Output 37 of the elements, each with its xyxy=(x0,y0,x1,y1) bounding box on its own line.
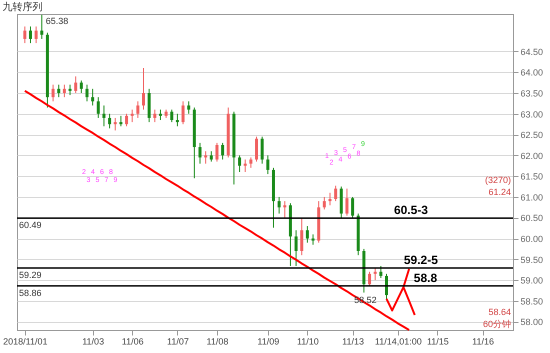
y-tick-label: 62.00 xyxy=(520,150,544,161)
y-tick-label: 64.50 xyxy=(520,46,544,57)
y-tick-label: 58.50 xyxy=(520,296,544,306)
annotation: 59.2-5 xyxy=(404,253,438,268)
y-tick-label: 59.50 xyxy=(520,254,544,265)
y-tick-label: 61.50 xyxy=(520,172,544,182)
y-tick-label: 64.00 xyxy=(520,68,544,78)
ref-line-label: 59.29 xyxy=(19,270,42,280)
annotation: 60.5-3 xyxy=(394,203,428,218)
x-tick-label: 11/14,01:00 xyxy=(374,336,422,346)
x-tick-label: 11/03 xyxy=(82,336,104,346)
ref-line-label: 60.49 xyxy=(19,220,42,230)
x-tick-label: 11/08 xyxy=(206,336,228,346)
y-tick-label: 60.00 xyxy=(520,234,544,244)
y-tick-label: 63.00 xyxy=(520,109,544,120)
ref-line-label: 58.86 xyxy=(19,288,42,298)
x-tick-label: 11/06 xyxy=(122,336,144,346)
y-tick-label: 61.00 xyxy=(520,192,544,202)
x-tick-label: 11/10 xyxy=(296,336,319,346)
y-tick-label: 62.50 xyxy=(520,130,544,140)
y-tick-label: 58.00 xyxy=(520,317,544,328)
x-tick-label: 11/07 xyxy=(166,336,189,346)
annotation: 58.64 xyxy=(488,307,511,317)
annotation: (3270) xyxy=(484,175,512,185)
annotation: 60分钟 xyxy=(482,319,511,329)
x-tick-label: 11/09 xyxy=(257,336,280,346)
x-tick-label: 11/16 xyxy=(472,336,494,346)
chart-title: 九转序列 xyxy=(2,1,43,13)
annotation: 58.8 xyxy=(414,270,438,285)
y-tick-label: 59.00 xyxy=(520,276,544,286)
y-tick-label: 60.50 xyxy=(520,213,544,224)
x-tick-label: 2018/11/01 xyxy=(3,336,48,346)
annotation: 65.38 xyxy=(46,16,68,26)
annotation: 61.24 xyxy=(488,187,511,197)
y-tick-label: 63.50 xyxy=(520,88,544,98)
x-tick-label: 11/13 xyxy=(342,336,364,346)
x-tick-label: 11/15 xyxy=(426,336,449,346)
